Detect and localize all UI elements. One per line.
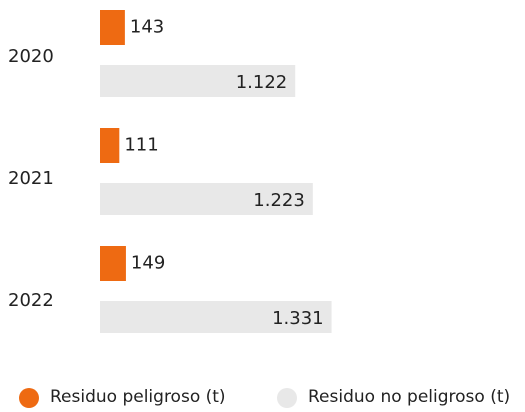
value-label: 1.331 bbox=[272, 308, 324, 329]
category-label: 2021 bbox=[8, 168, 54, 189]
bar bbox=[100, 128, 120, 163]
category-label: 2022 bbox=[8, 290, 54, 311]
value-label: 1.122 bbox=[236, 72, 288, 93]
value-label: 143 bbox=[130, 17, 164, 38]
legend-label: Residuo peligroso (t) bbox=[50, 387, 226, 407]
bar bbox=[100, 246, 126, 281]
bar bbox=[100, 301, 332, 333]
legend-swatch bbox=[277, 388, 297, 408]
bar bbox=[100, 65, 296, 97]
value-label: 1.223 bbox=[253, 190, 305, 211]
legend-swatch bbox=[19, 388, 39, 408]
legend-label: Residuo no peligroso (t) bbox=[308, 387, 510, 407]
category-label: 2020 bbox=[8, 46, 54, 67]
bar bbox=[100, 10, 125, 45]
value-label: 111 bbox=[124, 135, 158, 156]
value-label: 149 bbox=[131, 253, 165, 274]
bar bbox=[100, 183, 313, 215]
